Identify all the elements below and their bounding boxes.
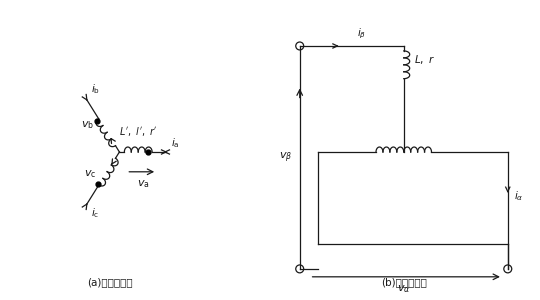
Text: $L,\ r$: $L,\ r$ bbox=[414, 53, 435, 66]
Text: $v_{\beta}$: $v_{\beta}$ bbox=[279, 150, 292, 165]
Text: $v_{\rm a}$: $v_{\rm a}$ bbox=[137, 178, 150, 190]
Text: $i_{\rm a}$: $i_{\rm a}$ bbox=[171, 136, 180, 150]
Text: $i_{\rm c}$: $i_{\rm c}$ bbox=[91, 206, 99, 220]
Text: $L',\ l',\ r'$: $L',\ l',\ r'$ bbox=[119, 125, 158, 138]
Text: $v_{\alpha}$: $v_{\alpha}$ bbox=[397, 283, 410, 295]
Text: (b)　二相巻線: (b) 二相巻線 bbox=[381, 277, 427, 287]
Text: $i_{\alpha}$: $i_{\alpha}$ bbox=[514, 190, 523, 203]
Text: $v_{\rm c}$: $v_{\rm c}$ bbox=[84, 168, 97, 180]
Text: $i_{\rm b}$: $i_{\rm b}$ bbox=[91, 82, 100, 96]
Text: $i_{\beta}$: $i_{\beta}$ bbox=[357, 27, 366, 41]
Text: $v_{\rm b}$: $v_{\rm b}$ bbox=[81, 119, 94, 131]
Text: (a)　三相巻線: (a) 三相巻線 bbox=[87, 277, 132, 287]
